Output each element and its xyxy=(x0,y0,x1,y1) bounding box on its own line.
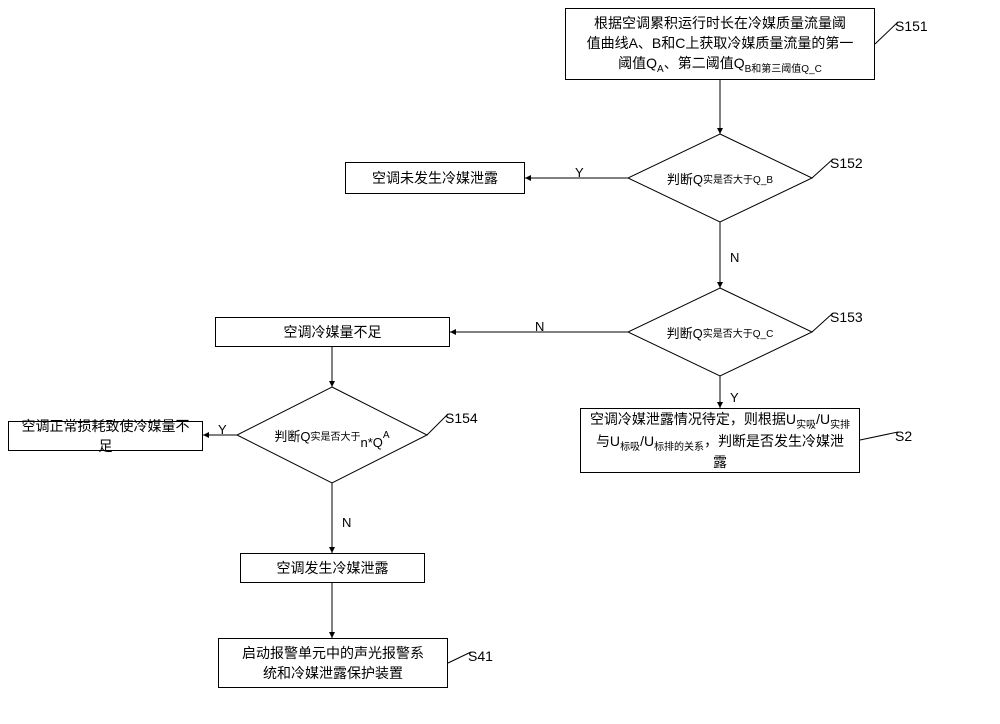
node-s2: 空调冷媒泄露情况待定，则根据U实吸/U实排与U标吸/U标排的关系，判断是否发生冷… xyxy=(580,408,860,473)
node-normalLoss: 空调正常损耗致使冷媒量不足 xyxy=(8,421,203,451)
node-insufficient: 空调冷媒量不足 xyxy=(215,317,450,347)
node-text: 空调冷媒泄露情况待定，则根据U实吸/U实排与U标吸/U标排的关系，判断是否发生冷… xyxy=(590,409,850,473)
node-leak: 空调发生冷媒泄露 xyxy=(240,553,425,583)
diamond-text-s152: 判断Q实是否大于Q_B xyxy=(638,142,802,214)
node-text: 启动报警单元中的声光报警系统和冷媒泄露保护装置 xyxy=(242,643,424,683)
edge-label: N xyxy=(342,515,351,530)
tag-s152: S152 xyxy=(830,155,863,171)
edge-label: Y xyxy=(730,390,739,405)
tag-s153: S153 xyxy=(830,309,863,325)
node-text: 空调未发生冷媒泄露 xyxy=(372,168,498,188)
node-s41: 启动报警单元中的声光报警系统和冷媒泄露保护装置 xyxy=(218,638,448,688)
node-text: 空调发生冷媒泄露 xyxy=(277,558,389,578)
tag-s154: S154 xyxy=(445,410,478,426)
node-text: 空调冷媒量不足 xyxy=(284,322,382,342)
tag-s41: S41 xyxy=(468,648,493,664)
node-noLeak: 空调未发生冷媒泄露 xyxy=(345,162,525,194)
diamond-text-s154: 判断Q实是否大于n*QA xyxy=(247,395,417,475)
tag-s151: S151 xyxy=(895,18,928,34)
edge-label: N xyxy=(535,319,544,334)
diamond-text-s153: 判断Q实是否大于Q_C xyxy=(638,296,802,368)
edge-label: Y xyxy=(218,422,227,437)
edge-label: N xyxy=(730,250,739,265)
node-text: 根据空调累积运行时长在冷媒质量流量阈值曲线A、B和C上获取冷媒质量流量的第一阈值… xyxy=(587,13,854,75)
node-text: 空调正常损耗致使冷媒量不足 xyxy=(15,416,196,456)
tag-s2: S2 xyxy=(895,428,912,444)
tag-leader xyxy=(860,432,898,440)
node-s151: 根据空调累积运行时长在冷媒质量流量阈值曲线A、B和C上获取冷媒质量流量的第一阈值… xyxy=(565,8,875,80)
edge-label: Y xyxy=(575,165,584,180)
